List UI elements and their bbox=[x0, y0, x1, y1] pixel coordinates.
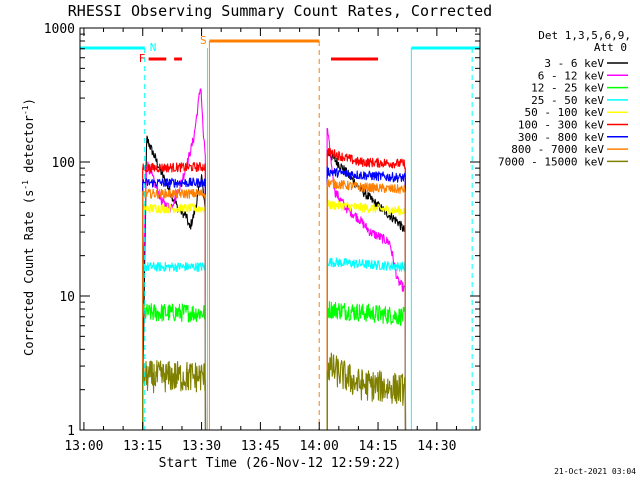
saa-marker-label: S bbox=[200, 34, 207, 47]
y-axis-label-main: Corrected Count Rate (s bbox=[22, 190, 36, 356]
x-tick-label: 13:45 bbox=[241, 439, 280, 454]
series-line bbox=[142, 147, 407, 431]
y-axis-label: Corrected Count Rate (s-1 detector-1) bbox=[21, 98, 36, 356]
series-line bbox=[142, 88, 407, 431]
timestamp: 21-Oct-2021 03:04 bbox=[554, 467, 636, 476]
x-tick-label: 13:00 bbox=[64, 439, 103, 454]
series-line bbox=[142, 178, 407, 431]
y-axis-label-sup2: -1 bbox=[21, 105, 30, 115]
plot-frame bbox=[79, 27, 481, 431]
y-tick-label: 1 bbox=[67, 424, 75, 439]
legend-entry-label: 6 - 12 keV bbox=[538, 69, 605, 82]
x-tick-label: 13:15 bbox=[123, 439, 162, 454]
legend-entry-label: 3 - 6 keV bbox=[544, 57, 604, 70]
y-axis-label-end: ) bbox=[22, 98, 36, 105]
legend-entry-label: 12 - 25 keV bbox=[531, 82, 604, 95]
series-line bbox=[142, 352, 407, 431]
chart-title: RHESSI Observing Summary Count Rates, Co… bbox=[68, 2, 492, 20]
x-tick-label: 14:30 bbox=[417, 439, 456, 454]
y-tick-label: 10 bbox=[59, 290, 75, 305]
x-tick-label: 14:00 bbox=[300, 439, 339, 454]
night-marker-label: N bbox=[150, 41, 157, 54]
x-tick-label: 13:30 bbox=[182, 439, 221, 454]
series-line bbox=[142, 166, 407, 431]
y-axis-label-mid: detector bbox=[22, 115, 36, 180]
y-axis-label-sup1: -1 bbox=[21, 180, 30, 190]
legend-entry-label: 25 - 50 keV bbox=[531, 94, 604, 107]
y-tick-label: 1000 bbox=[44, 22, 75, 37]
legend-entry-label: 7000 - 15000 keV bbox=[498, 155, 604, 168]
y-tick-label: 100 bbox=[52, 156, 75, 171]
flare-marker-label: F bbox=[139, 52, 146, 65]
legend-entry-label: 50 - 100 keV bbox=[525, 106, 605, 119]
series-line bbox=[142, 257, 407, 431]
series-line bbox=[142, 300, 407, 431]
legend-entry-label: 300 - 800 keV bbox=[518, 131, 604, 144]
legend-entry-label: 100 - 300 keV bbox=[518, 119, 604, 132]
series-line bbox=[142, 199, 407, 431]
legend-entry-label: 800 - 7000 keV bbox=[511, 143, 604, 156]
x-tick-label: 14:15 bbox=[358, 439, 397, 454]
legend-header-detectors: Det 1,3,5,6,9, bbox=[538, 29, 631, 42]
x-axis-label: Start Time (26-Nov-12 12:59:22) bbox=[159, 456, 402, 471]
legend-header-attenuator: Att 0 bbox=[594, 41, 627, 54]
